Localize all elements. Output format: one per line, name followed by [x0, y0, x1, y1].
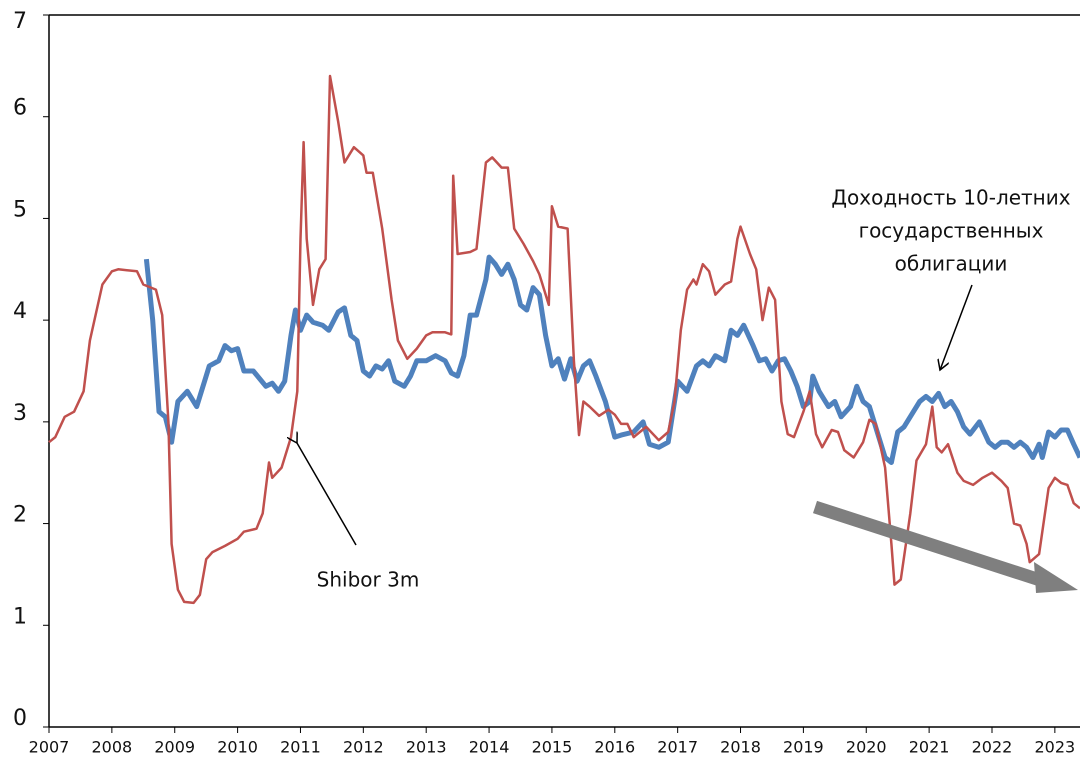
y-tick-label: 1 — [13, 604, 27, 629]
x-tick-label: 2008 — [92, 738, 133, 757]
x-tick-label: 2014 — [469, 738, 510, 757]
annotation-arrow — [940, 284, 973, 370]
x-tick-label: 2018 — [720, 738, 761, 757]
annotation-arrow — [297, 443, 357, 546]
x-tick-label: 2020 — [846, 738, 887, 757]
x-tick-label: 2016 — [594, 738, 635, 757]
annotation: Shibor 3m — [317, 568, 420, 592]
y-tick-label: 3 — [13, 401, 27, 426]
x-tick-label: 2007 — [29, 738, 70, 757]
x-tick-label: 2022 — [972, 738, 1013, 757]
x-tick-label: 2021 — [909, 738, 950, 757]
annotation: облигации — [895, 252, 1008, 276]
y-tick-label: 6 — [13, 96, 27, 121]
x-tick-label: 2011 — [280, 738, 321, 757]
y-tick-label: 2 — [13, 503, 27, 528]
y-tick-label: 7 — [13, 9, 27, 34]
series-line — [143, 254, 1080, 465]
trend-arrow — [812, 500, 1043, 587]
x-tick-label: 2015 — [532, 738, 573, 757]
y-tick-label: 4 — [13, 299, 27, 324]
plot-area: 0 1 2 3 4 5 6 7 2007 2008 2009 2010 2011 2012 2013 2014… — [13, 9, 1080, 757]
y-tick-label: 5 — [13, 197, 27, 222]
y-tick-label: 0 — [13, 706, 27, 731]
annotation: Доходность 10-летних — [831, 186, 1070, 210]
x-tick-label: 2023 — [1034, 738, 1075, 757]
x-tick-label: 2017 — [657, 738, 698, 757]
x-tick-label: 2009 — [154, 738, 195, 757]
trend-arrow-head — [1034, 562, 1078, 593]
x-tick-label: 2012 — [343, 738, 384, 757]
series-line — [48, 74, 1080, 605]
annotation: государственных — [859, 219, 1044, 243]
x-tick-label: 2019 — [783, 738, 824, 757]
x-tick-label: 2013 — [406, 738, 447, 757]
x-tick-label: 2010 — [217, 738, 258, 757]
